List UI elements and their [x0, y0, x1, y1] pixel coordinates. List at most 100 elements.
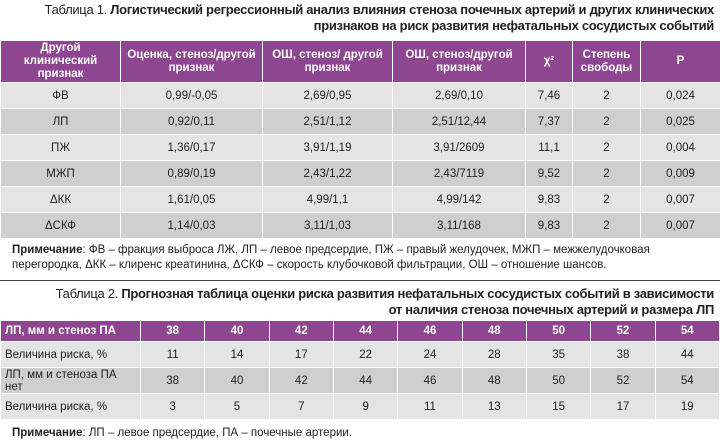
- cell: 0,025: [640, 108, 720, 135]
- header-cell: 48: [461, 320, 527, 342]
- cell: 52: [590, 367, 656, 394]
- cell: 2: [572, 212, 641, 239]
- row: ЛП 0,92/0,11 2,51/1,12 2,51/12,44 7,37 2 0,025: [0, 108, 720, 135]
- cell: 17: [590, 393, 656, 420]
- cell: ЛП, мм и стеноза ПА нет: [0, 367, 141, 394]
- header-cell: 46: [397, 320, 463, 342]
- title-text: Логистический регрессионный анализ влиян…: [110, 2, 714, 17]
- cell: 46: [397, 367, 463, 394]
- table1-title: Таблица 1. Логистический регрессионный а…: [0, 0, 720, 40]
- cell: 11,1: [525, 134, 573, 161]
- cell: 11: [139, 341, 206, 368]
- title-text: от наличия стеноза почечных артерий и ра…: [388, 302, 715, 317]
- header-row: Другой клинический признак Оценка, стеноз…: [0, 40, 720, 83]
- cell: 0,99/-0,05: [120, 82, 263, 109]
- row: Величина риска, % 11 14 17 22 24 28 35 38 44: [0, 341, 720, 368]
- cell: 38: [590, 341, 656, 368]
- cell: 38: [139, 367, 206, 394]
- cell: 7,37: [525, 108, 573, 135]
- cell: 4,99/142: [392, 186, 526, 213]
- cell: 9,52: [525, 160, 573, 187]
- header-cell: χ²: [525, 40, 573, 83]
- header-cell: Степень свободы: [572, 40, 641, 83]
- cell: 1,14/0,03: [120, 212, 263, 239]
- cell: 42: [268, 367, 334, 394]
- table1: Другой клинический признак Оценка, стеноз…: [0, 40, 720, 239]
- cell: 3,91/2609: [392, 134, 526, 161]
- row: МЖП 0,89/0,19 2,43/1,22 2,43/7119 9,52 2 0,009: [0, 160, 720, 187]
- cell: ЛП: [0, 108, 121, 135]
- header-cell: Другой клинический признак: [0, 40, 121, 83]
- row: ПЖ 1,36/0,17 3,91/1,19 3,91/2609 11,1 2 0,004: [0, 134, 720, 161]
- table2-title: Таблица 2. Прогнозная таблица оценки рис…: [0, 284, 720, 320]
- cell: 3,11/1,03: [262, 212, 393, 239]
- row: ФВ 0,99/-0,05 2,69/0,95 2,69/0,10 7,46 2 0,024: [0, 82, 720, 109]
- cell: 44: [654, 341, 720, 368]
- cell: 2: [572, 108, 641, 135]
- note-text: : ЛП – левое предсердие, ПА – почечные а…: [82, 427, 353, 439]
- table1-note: Примечание: ФВ – фракция выброса ЛЖ, ЛП …: [0, 239, 720, 273]
- title-text: Прогнозная таблица оценки риска развития…: [121, 286, 714, 301]
- cell: 2,43/1,22: [262, 160, 393, 187]
- header-cell: 42: [268, 320, 334, 342]
- cell: 0,004: [640, 134, 720, 161]
- cell: 35: [525, 341, 592, 368]
- cell: 2,69/0,10: [392, 82, 526, 109]
- cell: 11: [397, 393, 463, 420]
- cell: 9,83: [525, 212, 573, 239]
- cell: 0,89/0,19: [120, 160, 263, 187]
- cell: 2,51/12,44: [392, 108, 526, 135]
- row: ΔСКФ 1,14/0,03 3,11/1,03 3,11/168 9,83 2 0,007: [0, 212, 720, 239]
- cell: 2: [572, 186, 641, 213]
- row: ΔКК 1,61/0,05 4,99/1,1 4,99/142 9,83 2 0,007: [0, 186, 720, 213]
- table2-note: Примечание: ЛП – левое предсердие, ПА – …: [0, 420, 720, 441]
- cell: МЖП: [0, 160, 121, 187]
- header-cell: 54: [654, 320, 720, 342]
- cell: 0,92/0,11: [120, 108, 263, 135]
- cell: 54: [654, 367, 720, 394]
- row: ЛП, мм и стеноза ПА нет 38 40 42 44 46 48 50 52 5…: [0, 367, 720, 394]
- cell: 48: [461, 367, 527, 394]
- cell: 2,43/7119: [392, 160, 526, 187]
- cell: 44: [332, 367, 399, 394]
- header-cell: 52: [590, 320, 656, 342]
- note-label: Примечание: [12, 244, 83, 256]
- cell: 7,46: [525, 82, 573, 109]
- cell: Величина риска, %: [0, 393, 141, 420]
- cell: ΔКК: [0, 186, 121, 213]
- cell: 1,61/0,05: [120, 186, 263, 213]
- cell: 0,024: [640, 82, 720, 109]
- title-line: Таблица 2. Прогнозная таблица оценки рис…: [0, 286, 715, 302]
- cell: 1,36/0,17: [120, 134, 263, 161]
- header-cell: ОШ, стеноз/ другой признак: [262, 40, 393, 83]
- cell: 2: [572, 82, 641, 109]
- cell: 15: [525, 393, 592, 420]
- cell: 2,69/0,95: [262, 82, 393, 109]
- header-cell: P: [640, 40, 720, 83]
- cell: 13: [461, 393, 527, 420]
- cell: 3,11/168: [392, 212, 526, 239]
- cell: 19: [654, 393, 720, 420]
- title-line: Таблица 1. Логистический регрессионный а…: [0, 2, 715, 18]
- table-label: Таблица 1.: [44, 2, 108, 17]
- cell: 3: [139, 393, 206, 420]
- header-cell: 44: [332, 320, 399, 342]
- cell: 28: [461, 341, 527, 368]
- cell: 4,99/1,1: [262, 186, 393, 213]
- header-cell: ОШ, стеноз/другой признак: [392, 40, 526, 83]
- cell: ΔСКФ: [0, 212, 121, 239]
- table2: ЛП, мм и стеноз ПА 38 40 42 44 46 48 50 52 54 Вели…: [0, 320, 720, 420]
- cell: 0,009: [640, 160, 720, 187]
- title-text: признаков на риск развития нефатальных с…: [313, 18, 715, 33]
- cell: 50: [525, 367, 592, 394]
- cell: 9: [332, 393, 399, 420]
- table-label: Таблица 2.: [55, 286, 119, 301]
- cell: 14: [204, 341, 270, 368]
- header-cell: 40: [204, 320, 270, 342]
- cell: 2,51/1,12: [262, 108, 393, 135]
- cell: ПЖ: [0, 134, 121, 161]
- cell: 40: [204, 367, 270, 394]
- cell: 22: [332, 341, 399, 368]
- cell: 24: [397, 341, 463, 368]
- cell: 9,83: [525, 186, 573, 213]
